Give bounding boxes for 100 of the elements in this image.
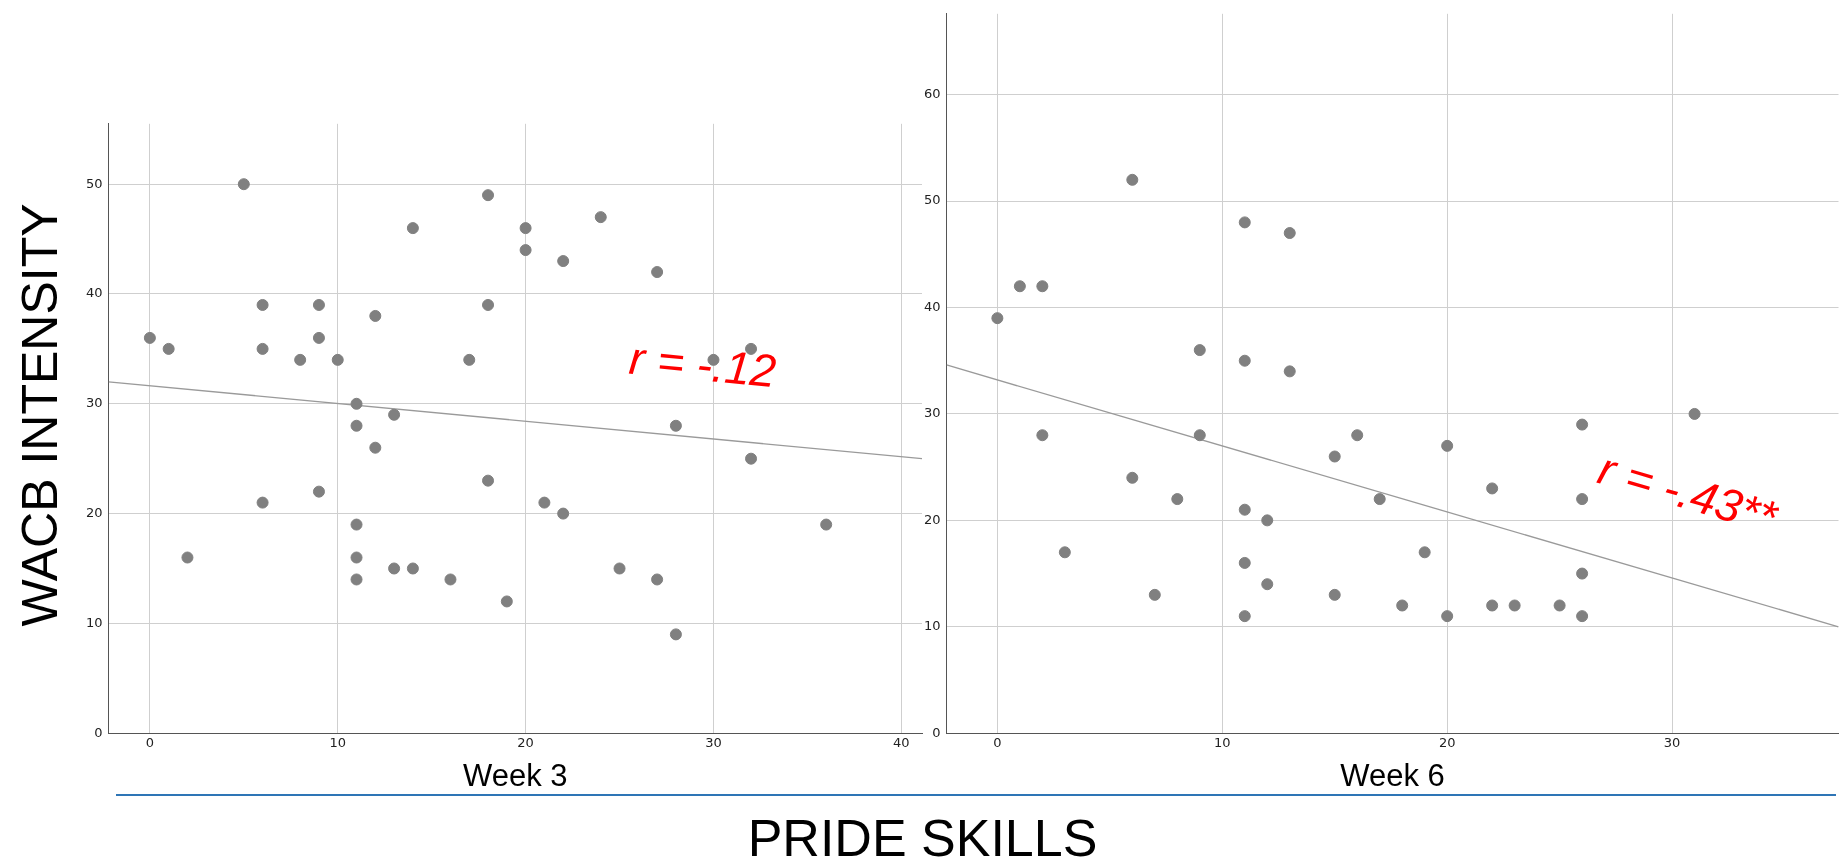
point <box>1486 482 1499 495</box>
x-tick-label: 30 <box>1663 735 1681 751</box>
point <box>557 507 570 520</box>
point <box>369 309 382 322</box>
point <box>1441 439 1454 452</box>
point <box>1351 429 1364 442</box>
point <box>1283 227 1296 240</box>
point <box>406 222 419 235</box>
point <box>991 312 1004 325</box>
y-tick-label: 60 <box>924 86 941 102</box>
point <box>745 452 758 465</box>
point <box>669 419 682 432</box>
point <box>1126 173 1139 186</box>
point <box>350 573 363 586</box>
point <box>1193 344 1206 357</box>
point <box>1036 429 1049 442</box>
x-tick-label: 10 <box>329 735 347 751</box>
point <box>162 342 175 355</box>
point <box>651 573 664 586</box>
point <box>1283 365 1296 378</box>
point <box>820 518 833 531</box>
point <box>1508 599 1521 612</box>
x-tick-label: 20 <box>517 735 534 751</box>
point <box>350 518 363 531</box>
point <box>312 331 325 344</box>
point <box>1013 280 1026 293</box>
y-axis-title: WACB INTENSITY <box>11 203 69 627</box>
point <box>256 342 269 355</box>
point <box>388 408 401 421</box>
point <box>1238 556 1251 569</box>
x-axis-title: Week 6 <box>1340 757 1445 793</box>
point <box>519 244 532 257</box>
x-tick-label: 0 <box>145 735 155 751</box>
x-tick-label: 10 <box>1214 735 1231 751</box>
point <box>1238 354 1251 367</box>
y-tick-label: 30 <box>924 405 941 421</box>
point <box>1373 493 1386 506</box>
point <box>1441 610 1454 623</box>
point <box>594 211 607 224</box>
text: PRIDE SKILLS <box>746 808 1099 866</box>
point <box>1058 546 1071 559</box>
x-tick-label: 0 <box>993 735 1002 751</box>
point <box>1148 588 1161 601</box>
point <box>1261 514 1274 527</box>
point <box>143 331 156 344</box>
x-axis-title: Week 3 <box>463 757 568 793</box>
point <box>463 353 476 366</box>
point <box>482 189 495 202</box>
point <box>1396 599 1409 612</box>
point <box>1688 407 1701 420</box>
point <box>388 562 401 575</box>
point <box>519 222 532 235</box>
point <box>1238 610 1251 623</box>
point <box>1328 588 1341 601</box>
point <box>406 562 419 575</box>
point <box>1328 450 1341 463</box>
y-tick-label: 10 <box>924 618 941 634</box>
point <box>312 485 325 498</box>
point <box>312 298 325 311</box>
point <box>331 353 344 366</box>
point <box>444 573 457 586</box>
y-tick-label: 20 <box>86 504 103 520</box>
point <box>1261 578 1274 591</box>
point <box>350 419 363 432</box>
point <box>1418 546 1431 559</box>
annotation: r = -.43** <box>1592 442 1785 544</box>
point <box>1171 493 1184 506</box>
y-tick-label: 50 <box>924 192 941 208</box>
point <box>1576 493 1589 506</box>
y-tick-label: 30 <box>86 395 103 411</box>
point <box>237 178 250 191</box>
x-tick-label: 40 <box>893 735 910 751</box>
point <box>669 628 682 641</box>
point <box>1036 280 1049 293</box>
point <box>256 496 269 509</box>
point <box>1238 503 1251 516</box>
point <box>651 266 664 279</box>
point <box>613 562 626 575</box>
point <box>1193 429 1206 442</box>
point <box>482 474 495 487</box>
x-tick-label: 20 <box>1438 735 1456 751</box>
point <box>482 298 495 311</box>
point <box>350 551 363 564</box>
point <box>538 496 551 509</box>
point <box>1576 610 1589 623</box>
point <box>1486 599 1499 612</box>
point <box>1126 471 1139 484</box>
x-tick-label: 30 <box>705 735 722 751</box>
point <box>256 298 269 311</box>
y-tick-label: 50 <box>86 175 103 191</box>
point <box>369 441 382 454</box>
annotation: r = -.12 <box>627 331 779 398</box>
point <box>1238 216 1251 229</box>
y-tick-label: 40 <box>86 285 103 301</box>
y-tick-label: 0 <box>94 724 103 740</box>
y-tick-label: 20 <box>924 511 941 527</box>
point <box>181 551 194 564</box>
point <box>1576 418 1589 431</box>
point <box>1553 599 1566 612</box>
y-tick-label: 10 <box>86 614 103 630</box>
